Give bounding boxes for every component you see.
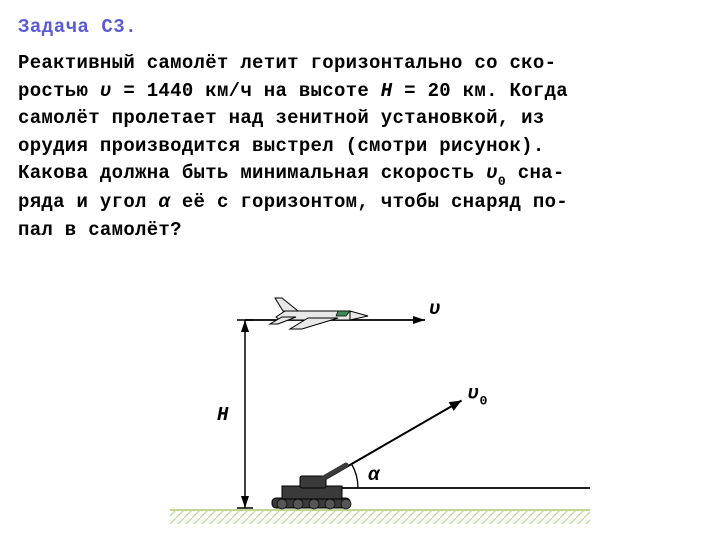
text: самолёт пролетает над зенитной установко… [18,107,545,129]
text: ростью [18,80,100,102]
text: орудия производится выстрел (смотри рису… [18,135,545,157]
var-alpha: α [158,191,170,213]
var-H: H [381,80,393,102]
svg-text:0: 0 [480,394,488,409]
var-v: υ [100,80,112,102]
text: Какова должна быть минимальная скорость [18,162,486,184]
text: её с горизонтом, чтобы снаряд по- [170,191,568,213]
svg-text:α: α [368,464,381,486]
svg-text:H: H [217,404,229,426]
text: ряда и угол [18,191,158,213]
problem-statement: Реактивный самолёт летит горизонтально с… [18,50,702,244]
text: пал в самолёт? [18,219,182,241]
problem-title: Задача С3. [18,16,702,38]
diagram: Hυυ0α [0,270,720,550]
var-v0-sub: 0 [498,174,506,189]
text: Реактивный самолёт летит горизонтально с… [18,52,556,74]
svg-text:υ: υ [468,383,479,405]
text: = 1440 км/ч на высоте [112,80,381,102]
var-v0: υ [486,162,498,184]
text: сна- [506,162,565,184]
text: = 20 км. Когда [392,80,568,102]
svg-text:υ: υ [429,298,440,320]
